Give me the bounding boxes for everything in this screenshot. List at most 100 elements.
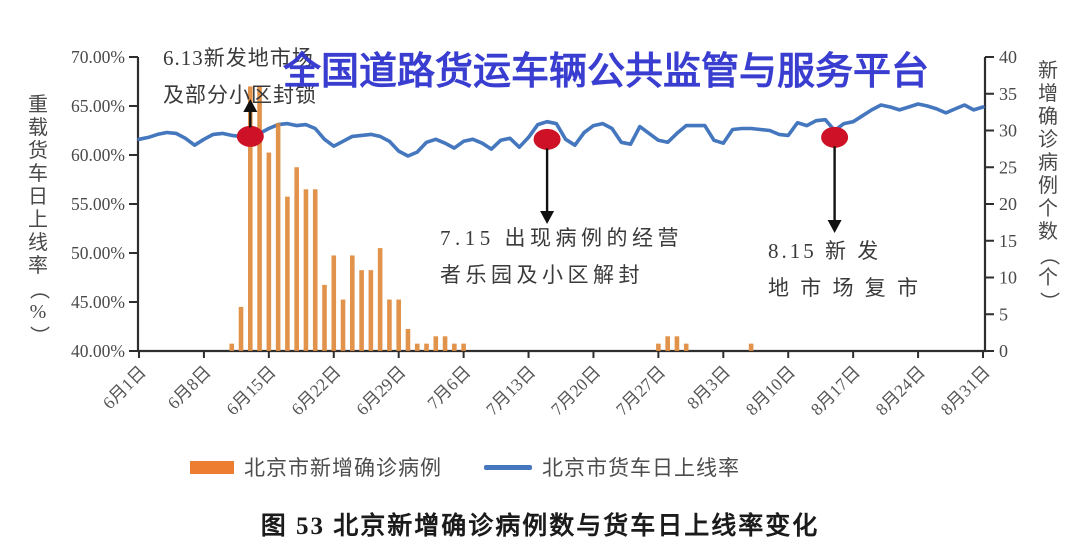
bar — [285, 196, 290, 351]
bar — [452, 343, 457, 351]
axis-title-char: 货 — [28, 140, 48, 162]
axis-title-char: 载 — [28, 117, 48, 139]
bar — [674, 336, 680, 351]
axis-title-char: 率 — [28, 255, 48, 277]
event-annotation: 7.15 出现病例的经营 — [440, 226, 683, 250]
event-arrowhead — [540, 211, 555, 224]
event-dot — [236, 125, 264, 147]
right-tick-label: 0 — [999, 341, 1008, 361]
axis-title-char: 个 — [1038, 267, 1058, 289]
bar — [396, 299, 401, 351]
x-tick-label: 8月3日 — [683, 362, 734, 413]
right-tick-label: 40 — [999, 47, 1017, 67]
bar — [656, 343, 661, 351]
watermark: 全国道路货运车辆公共监管与服务平台 — [282, 50, 929, 93]
bar — [442, 336, 448, 351]
left-axis-title: 重载货车日上线率（%） — [24, 94, 52, 347]
event-dot — [533, 128, 561, 150]
left-tick-label: 45.00% — [71, 292, 125, 312]
bar — [405, 328, 411, 351]
right-tick-label: 25 — [999, 157, 1017, 177]
bar — [229, 343, 235, 351]
bar — [748, 343, 754, 351]
right-tick-label: 35 — [999, 84, 1017, 104]
bar — [368, 270, 374, 351]
bar — [303, 189, 309, 351]
bar — [377, 248, 383, 351]
axis-title-char: 确 — [1038, 106, 1058, 128]
right-axis-title: 新增确诊病例个数（个） — [1034, 60, 1062, 313]
x-tick-label: 6月1日 — [99, 362, 150, 413]
legend-label-cases: 北京市新增确诊病例 — [244, 456, 442, 480]
event-annotation: 及部分小区封锁 — [163, 83, 317, 107]
axis-title-char: 日 — [28, 186, 48, 208]
event-annotation: 6.13新发地市场 — [163, 46, 314, 70]
axis-title-char: ） — [1037, 291, 1060, 312]
bar — [331, 255, 337, 351]
axis-title-char: 上 — [28, 209, 48, 231]
event-annotation: 地 市 场 复 市 — [768, 276, 921, 300]
axis-title-char: 病 — [1038, 152, 1058, 174]
bar — [424, 343, 429, 351]
event-arrowhead — [827, 220, 842, 233]
axis-title-char: 增 — [1038, 83, 1058, 105]
x-tick-label: 6月15日 — [222, 362, 279, 419]
left-tick-label: 50.00% — [71, 243, 125, 263]
axis-title-char: 数 — [1038, 221, 1058, 243]
bar — [387, 299, 392, 351]
bar — [275, 123, 281, 352]
bar — [294, 167, 299, 351]
bar — [238, 306, 244, 351]
x-tick-label: 8月31日 — [936, 362, 993, 419]
axis-title-char: 车 — [28, 163, 48, 185]
bar — [665, 336, 670, 351]
legend: 北京市新增确诊病例 北京市货车日上线率 — [0, 452, 1005, 482]
bar — [312, 189, 318, 351]
rate-swatch — [484, 464, 532, 470]
x-tick-label: 8月17日 — [807, 362, 864, 419]
bar — [683, 343, 689, 351]
right-tick-label: 15 — [999, 231, 1017, 251]
bar — [433, 336, 439, 351]
figure-caption: 图 53 北京新增确诊病例数与货车日上线率变化 — [260, 513, 820, 540]
bar — [257, 86, 262, 352]
right-tick-label: 20 — [999, 194, 1017, 214]
bar — [350, 255, 355, 351]
axis-title-char: （ — [27, 279, 50, 300]
axis-title-char: 重 — [28, 94, 48, 116]
axis-title-char: 线 — [28, 232, 48, 254]
event-annotation: 者乐园及小区解封 — [440, 263, 644, 287]
x-tick-label: 7月20日 — [547, 362, 604, 419]
bar — [359, 270, 364, 351]
x-tick-label: 6月29日 — [352, 362, 409, 419]
bar — [414, 343, 420, 351]
legend-item-cases: 北京市新增确诊病例 — [190, 452, 442, 482]
axis-title-char: 诊 — [1038, 129, 1058, 151]
online-rate-line — [137, 102, 985, 158]
bar — [340, 299, 346, 351]
event-annotation: 8.15 新 发 — [768, 239, 881, 263]
right-tick-label: 30 — [999, 121, 1017, 141]
cases-swatch — [190, 460, 234, 474]
x-tick-label: 7月13日 — [482, 362, 539, 419]
right-tick-label: 10 — [999, 268, 1017, 288]
x-tick-label: 8月24日 — [871, 362, 928, 419]
legend-label-rate: 北京市货车日上线率 — [542, 456, 740, 480]
left-tick-label: 55.00% — [71, 194, 125, 214]
event-dot — [821, 126, 849, 148]
x-tick-label: 8月10日 — [742, 362, 799, 419]
axis-title-char: % — [29, 301, 47, 323]
axis-title-char: 新 — [1038, 60, 1058, 82]
left-tick-label: 65.00% — [71, 96, 125, 116]
left-tick-label: 60.00% — [71, 145, 125, 165]
bar — [322, 284, 327, 351]
x-tick-label: 6月8日 — [163, 362, 214, 413]
left-tick-label: 70.00% — [71, 47, 125, 67]
x-tick-label: 7月6日 — [423, 362, 474, 413]
x-tick-label: 6月22日 — [287, 362, 344, 419]
bar — [266, 152, 272, 351]
axis-title-char: 个 — [1038, 198, 1058, 220]
bar — [461, 343, 466, 351]
legend-item-rate: 北京市货车日上线率 — [484, 452, 740, 482]
